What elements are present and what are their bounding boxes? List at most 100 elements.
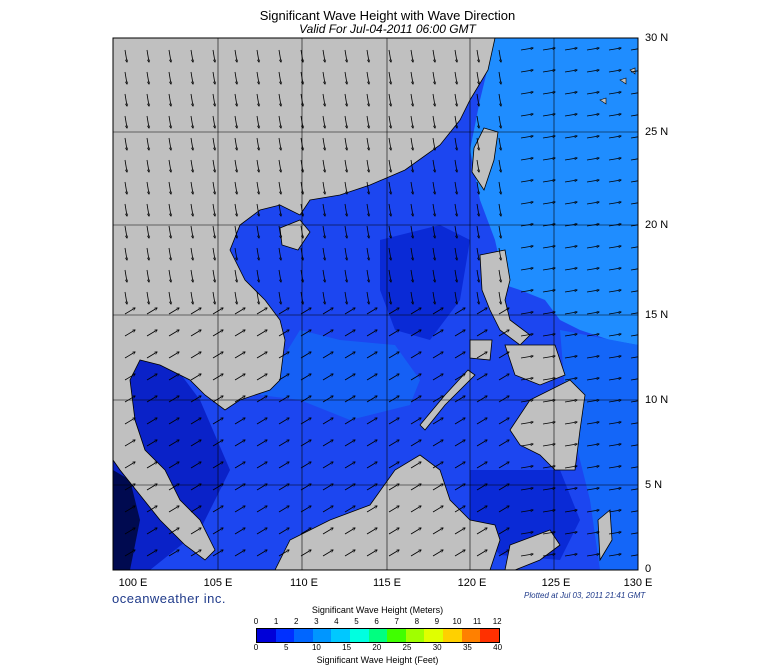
wave-direction-arrow: [344, 308, 355, 315]
lat-label-30n: 30 N: [645, 32, 669, 44]
wave-direction-arrow: [190, 528, 201, 535]
wave-direction-arrow: [190, 550, 201, 557]
wave-direction-arrow: [322, 49, 325, 62]
wave-direction-arrow: [344, 418, 355, 425]
wave-direction-arrow: [344, 374, 355, 381]
wave-direction-arrow: [190, 269, 193, 282]
wave-direction-arrow: [190, 247, 193, 260]
wave-direction-arrow: [278, 93, 281, 106]
wave-direction-arrow: [300, 203, 303, 216]
wave-direction-arrow: [322, 308, 333, 315]
wave-direction-arrow: [168, 418, 179, 425]
wave-direction-arrow: [124, 137, 127, 150]
wave-direction-arrow: [124, 308, 135, 315]
wave-direction-arrow: [234, 440, 245, 447]
wave-direction-arrow: [212, 440, 223, 447]
wave-direction-arrow: [146, 330, 157, 337]
wave-direction-arrow: [322, 225, 325, 238]
wave-direction-arrow: [190, 396, 201, 403]
wave-direction-arrow: [146, 418, 157, 425]
wave-direction-arrow: [190, 352, 201, 359]
wave-direction-arrow: [322, 550, 333, 557]
wave-direction-arrow: [344, 93, 347, 106]
wave-direction-arrow: [322, 71, 325, 84]
wave-direction-arrow: [234, 330, 245, 337]
wave-direction-arrow: [146, 374, 157, 381]
meter-tick-label: 6: [374, 617, 379, 626]
wave-direction-arrow: [256, 269, 259, 282]
wave-direction-arrow: [344, 528, 355, 535]
wave-direction-arrow: [586, 92, 599, 95]
luzon-island: [479, 249, 531, 346]
wave-direction-arrow: [212, 181, 215, 194]
wave-direction-arrow: [344, 137, 347, 150]
wave-direction-arrow: [190, 330, 201, 337]
lat-label-25n: 25 N: [645, 126, 669, 138]
wave-direction-arrow: [432, 159, 435, 172]
wave-direction-arrow: [586, 378, 599, 381]
wave-direction-arrow: [520, 554, 533, 557]
wave-direction-arrow: [520, 202, 533, 205]
wave-direction-arrow: [476, 247, 479, 260]
wave-direction-arrow: [300, 506, 311, 513]
wave-direction-arrow: [498, 49, 501, 62]
wave-direction-arrow: [234, 71, 237, 84]
wave-direction-arrow: [630, 268, 638, 271]
wave-direction-arrow: [234, 225, 237, 238]
wave-direction-arrow: [366, 93, 369, 106]
wave-direction-arrow: [476, 181, 479, 194]
wave-direction-arrow: [234, 352, 245, 359]
wave-direction-arrow: [322, 115, 325, 128]
wave-direction-arrow: [212, 330, 223, 337]
feet-tick-label: 0: [253, 643, 259, 652]
wave-direction-arrow: [388, 49, 391, 62]
wave-direction-arrow: [344, 203, 347, 216]
wave-direction-arrow: [454, 93, 457, 106]
colorbar-swatch: [461, 629, 481, 642]
wave-direction-arrow: [322, 137, 325, 150]
wave-direction-arrow: [498, 71, 501, 84]
wave-direction-arrow: [520, 400, 533, 403]
wave-direction-arrow: [630, 378, 638, 381]
wave-direction-arrow: [366, 308, 377, 315]
wave-direction-arrow: [498, 203, 501, 216]
wave-direction-arrow: [498, 137, 501, 150]
wave-direction-arrow: [146, 181, 149, 194]
scs-mid-zone: [260, 330, 420, 420]
wave-direction-arrow: [256, 462, 267, 469]
wave-direction-arrow: [542, 554, 555, 557]
wave-direction-arrow: [300, 396, 311, 403]
wave-direction-arrow: [608, 510, 621, 513]
wave-direction-arrow: [344, 181, 347, 194]
wave-direction-arrow: [542, 48, 555, 51]
wave-direction-arrow: [564, 246, 577, 249]
wave-direction-arrow: [520, 224, 533, 227]
wave-direction-arrow: [212, 71, 215, 84]
wave-direction-arrow: [564, 224, 577, 227]
wave-direction-arrow: [344, 440, 355, 447]
wave-direction-arrow: [344, 159, 347, 172]
wave-direction-arrow: [234, 484, 245, 491]
colorbar-swatch: [405, 629, 425, 642]
wave-direction-arrow: [278, 49, 281, 62]
wave-direction-arrow: [432, 352, 443, 359]
wave-direction-arrow: [344, 462, 355, 469]
wave-direction-arrow: [278, 484, 289, 491]
meter-tick-label: 1: [273, 617, 279, 626]
wave-direction-arrow: [344, 506, 355, 513]
wave-direction-arrow: [146, 115, 149, 128]
wave-direction-arrow: [190, 418, 201, 425]
colorbar-swatch: [368, 629, 388, 642]
wave-direction-arrow: [300, 484, 311, 491]
wave-direction-arrow: [542, 510, 555, 513]
wave-direction-arrow: [322, 159, 325, 172]
wave-direction-arrow: [498, 115, 501, 128]
wave-direction-arrow: [322, 374, 333, 381]
wave-direction-arrow: [388, 330, 399, 337]
wave-direction-arrow: [586, 400, 599, 403]
wave-direction-arrow: [498, 440, 509, 447]
wave-direction-arrow: [476, 93, 479, 106]
wave-direction-arrow: [542, 202, 555, 205]
wave-direction-arrow: [608, 158, 621, 161]
